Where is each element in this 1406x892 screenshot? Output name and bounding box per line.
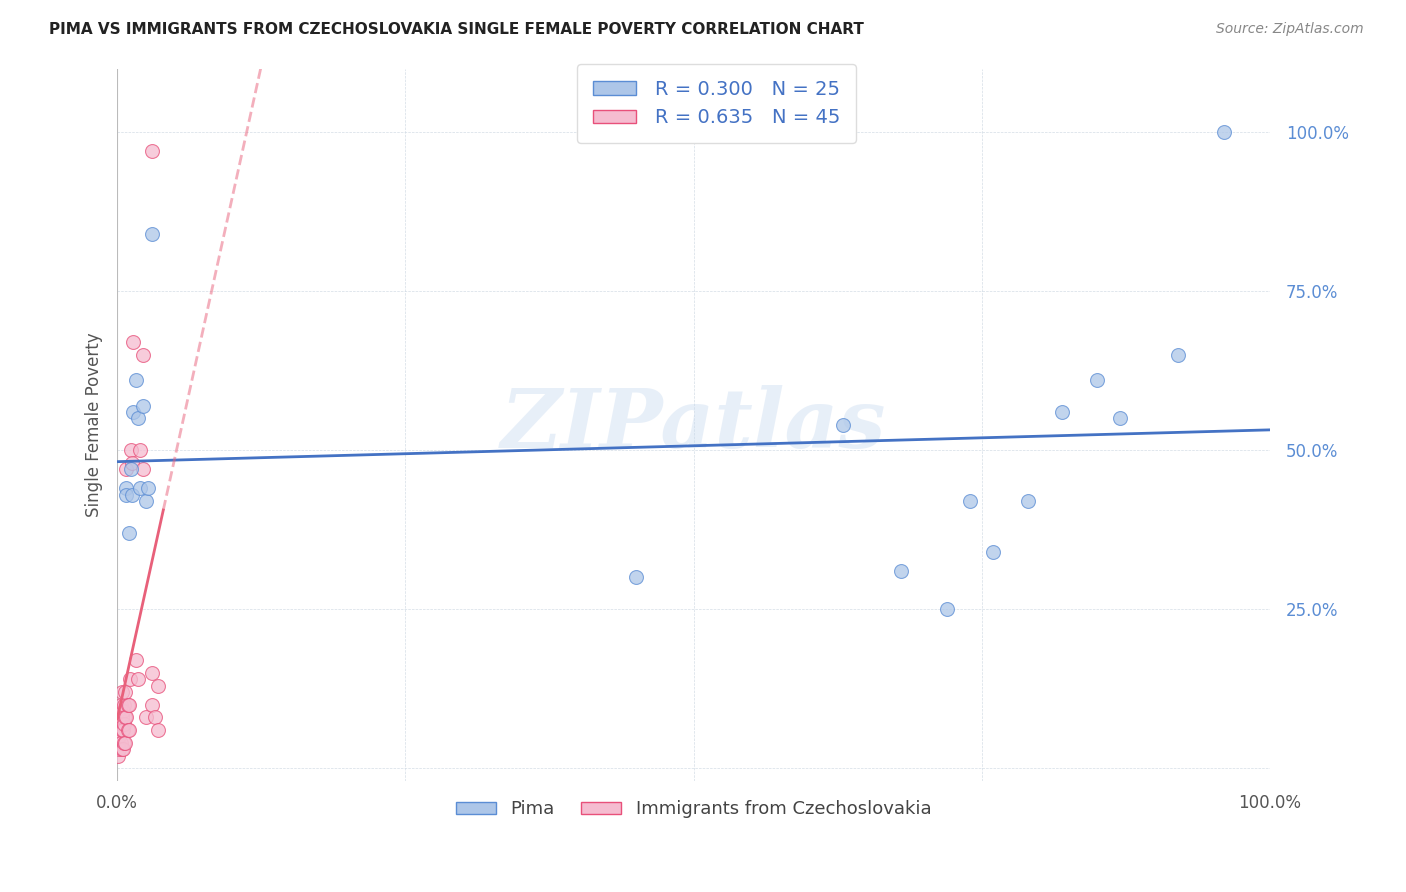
Point bbox=[111, 704, 134, 718]
Y-axis label: Single Female Poverty: Single Female Poverty bbox=[86, 333, 103, 517]
Text: PIMA VS IMMIGRANTS FROM CZECHOSLOVAKIA SINGLE FEMALE POVERTY CORRELATION CHART: PIMA VS IMMIGRANTS FROM CZECHOSLOVAKIA S… bbox=[49, 22, 865, 37]
Point bbox=[108, 710, 131, 724]
Point bbox=[114, 710, 136, 724]
Point bbox=[121, 488, 143, 502]
Point bbox=[107, 723, 129, 738]
Point bbox=[135, 494, 157, 508]
Point bbox=[110, 698, 132, 712]
Point bbox=[127, 672, 149, 686]
Point bbox=[118, 672, 141, 686]
Point bbox=[146, 679, 169, 693]
Point bbox=[124, 653, 146, 667]
Point bbox=[110, 736, 132, 750]
Point bbox=[131, 399, 153, 413]
Point bbox=[131, 462, 153, 476]
Point bbox=[122, 334, 145, 349]
Point bbox=[129, 482, 152, 496]
Point bbox=[146, 723, 169, 738]
Point bbox=[118, 698, 141, 712]
Point bbox=[111, 710, 134, 724]
Point bbox=[111, 685, 134, 699]
Point bbox=[112, 698, 135, 712]
Point bbox=[118, 723, 141, 738]
Point bbox=[124, 373, 146, 387]
Point bbox=[1167, 348, 1189, 362]
Text: Source: ZipAtlas.com: Source: ZipAtlas.com bbox=[1216, 22, 1364, 37]
Point bbox=[108, 742, 131, 756]
Point bbox=[890, 564, 912, 578]
Point bbox=[1085, 373, 1108, 387]
Point bbox=[120, 462, 142, 476]
Point bbox=[111, 742, 134, 756]
Point bbox=[1017, 494, 1039, 508]
Point bbox=[115, 462, 138, 476]
Point bbox=[107, 748, 129, 763]
Point bbox=[107, 736, 129, 750]
Point bbox=[1212, 125, 1234, 139]
Text: ZIPatlas: ZIPatlas bbox=[501, 384, 886, 465]
Point bbox=[1052, 405, 1074, 419]
Point bbox=[117, 723, 139, 738]
Point bbox=[107, 704, 129, 718]
Point bbox=[143, 710, 166, 724]
Point bbox=[624, 570, 647, 584]
Point bbox=[121, 456, 143, 470]
Point bbox=[111, 742, 134, 756]
Point bbox=[141, 227, 163, 241]
Point bbox=[112, 736, 135, 750]
Point bbox=[110, 716, 132, 731]
Point bbox=[936, 602, 959, 616]
Point bbox=[108, 730, 131, 744]
Point bbox=[135, 710, 157, 724]
Point bbox=[117, 698, 139, 712]
Point bbox=[115, 482, 138, 496]
Point bbox=[141, 145, 163, 159]
Point bbox=[114, 736, 136, 750]
Point bbox=[1109, 411, 1132, 425]
Point bbox=[981, 545, 1004, 559]
Point bbox=[141, 665, 163, 680]
Point bbox=[111, 723, 134, 738]
Point bbox=[122, 405, 145, 419]
Point bbox=[114, 685, 136, 699]
Point bbox=[115, 710, 138, 724]
Point bbox=[127, 411, 149, 425]
Point bbox=[129, 443, 152, 458]
Point bbox=[959, 494, 981, 508]
Point bbox=[832, 417, 855, 432]
Point bbox=[131, 348, 153, 362]
Point bbox=[111, 723, 134, 738]
Point bbox=[118, 525, 141, 540]
Point bbox=[120, 443, 142, 458]
Legend: Pima, Immigrants from Czechoslovakia: Pima, Immigrants from Czechoslovakia bbox=[449, 793, 938, 825]
Point bbox=[136, 482, 159, 496]
Point bbox=[115, 488, 138, 502]
Point bbox=[112, 716, 135, 731]
Point bbox=[141, 698, 163, 712]
